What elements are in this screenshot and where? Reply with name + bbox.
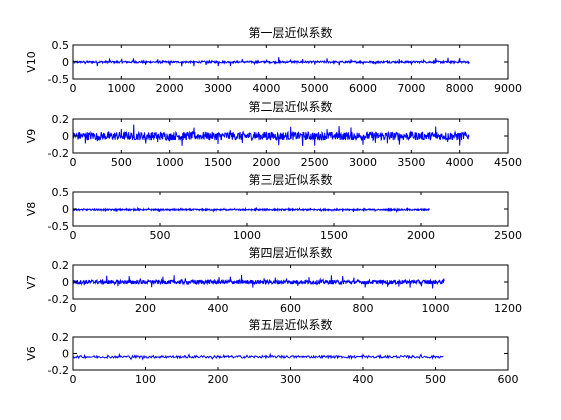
x-tick-label: 800 bbox=[353, 302, 374, 315]
x-tick-label: 300 bbox=[280, 373, 301, 386]
y-tick-label: 0 bbox=[62, 276, 69, 289]
y-tick-label: 0 bbox=[62, 348, 69, 361]
x-tick-label: 1500 bbox=[204, 156, 232, 169]
x-tick-label: 7000 bbox=[397, 82, 425, 95]
x-tick-label: 2000 bbox=[407, 229, 435, 242]
subplot-title: 第三层近似系数 bbox=[248, 172, 332, 187]
x-tick-label: 0 bbox=[70, 373, 77, 386]
signal-line bbox=[73, 206, 430, 214]
signal-line bbox=[73, 352, 444, 361]
y-tick-label: 0.2 bbox=[52, 113, 70, 126]
x-tick-label: 0 bbox=[70, 156, 77, 169]
x-tick-label: 500 bbox=[111, 156, 132, 169]
x-tick-label: 600 bbox=[280, 302, 301, 315]
subplot-title: 第四层近似系数 bbox=[248, 245, 332, 260]
x-tick-label: 2500 bbox=[494, 229, 522, 242]
y-tick-label: 0 bbox=[62, 130, 69, 143]
y-axis-label: V7 bbox=[25, 275, 38, 290]
subplot-title: 第一层近似系数 bbox=[248, 25, 332, 40]
signal-line bbox=[73, 57, 470, 67]
axes-frame bbox=[72, 336, 509, 371]
y-tick-label: -0.5 bbox=[48, 73, 69, 86]
x-tick-label: 4000 bbox=[252, 82, 280, 95]
y-axis-label: V8 bbox=[25, 202, 38, 217]
y-tick-label: 0 bbox=[62, 56, 69, 69]
y-tick-label: 0.5 bbox=[52, 39, 70, 52]
signal-line bbox=[73, 274, 445, 289]
x-tick-label: 1000 bbox=[107, 82, 135, 95]
x-tick-label: 1500 bbox=[320, 229, 348, 242]
x-tick-label: 5000 bbox=[301, 82, 329, 95]
x-tick-label: 500 bbox=[425, 373, 446, 386]
y-axis-label: V10 bbox=[25, 51, 38, 73]
y-tick-label: 0 bbox=[62, 203, 69, 216]
x-tick-label: 3500 bbox=[397, 156, 425, 169]
y-axis-label: V6 bbox=[25, 346, 38, 361]
x-tick-label: 8000 bbox=[446, 82, 474, 95]
y-tick-label: -0.2 bbox=[48, 147, 69, 160]
subplot-2: 0 500 1000 1500 2000 2500 3000 3500 4000 4500 -0.2… bbox=[25, 99, 522, 169]
y-tick-label: -0.2 bbox=[48, 293, 69, 306]
x-tick-label: 0 bbox=[70, 229, 77, 242]
x-tick-label: 200 bbox=[208, 373, 229, 386]
y-tick-label: 0.5 bbox=[52, 186, 70, 199]
y-tick-label: -0.2 bbox=[48, 364, 69, 377]
x-tick-label: 3000 bbox=[349, 156, 377, 169]
x-tick-label: 0 bbox=[70, 302, 77, 315]
x-tick-label: 1000 bbox=[233, 229, 261, 242]
y-tick-label: 0.2 bbox=[52, 259, 70, 272]
x-tick-label: 1000 bbox=[156, 156, 184, 169]
subplot-title: 第五层近似系数 bbox=[248, 317, 332, 332]
x-tick-label: 200 bbox=[135, 302, 156, 315]
x-tick-label: 9000 bbox=[494, 82, 522, 95]
signal-line bbox=[73, 124, 470, 146]
x-tick-label: 100 bbox=[135, 373, 156, 386]
x-tick-label: 600 bbox=[498, 373, 519, 386]
x-tick-label: 4500 bbox=[494, 156, 522, 169]
x-tick-label: 1000 bbox=[422, 302, 450, 315]
x-tick-label: 1200 bbox=[494, 302, 522, 315]
x-tick-label: 0 bbox=[70, 82, 77, 95]
x-tick-label: 2000 bbox=[156, 82, 184, 95]
x-tick-label: 6000 bbox=[349, 82, 377, 95]
x-tick-label: 500 bbox=[150, 229, 171, 242]
y-axis-label: V9 bbox=[25, 129, 38, 144]
x-tick-label: 2000 bbox=[252, 156, 280, 169]
subplot-title: 第二层近似系数 bbox=[248, 99, 332, 114]
subplot-1: 0 1000 2000 3000 4000 5000 6000 7000 8000 9000 -0.… bbox=[25, 25, 522, 95]
x-tick-label: 2500 bbox=[301, 156, 329, 169]
y-tick-label: 0.2 bbox=[52, 331, 70, 344]
x-tick-label: 4000 bbox=[446, 156, 474, 169]
x-tick-label: 400 bbox=[208, 302, 229, 315]
x-tick-label: 400 bbox=[353, 373, 374, 386]
y-tick-label: -0.5 bbox=[48, 220, 69, 233]
x-tick-label: 3000 bbox=[204, 82, 232, 95]
